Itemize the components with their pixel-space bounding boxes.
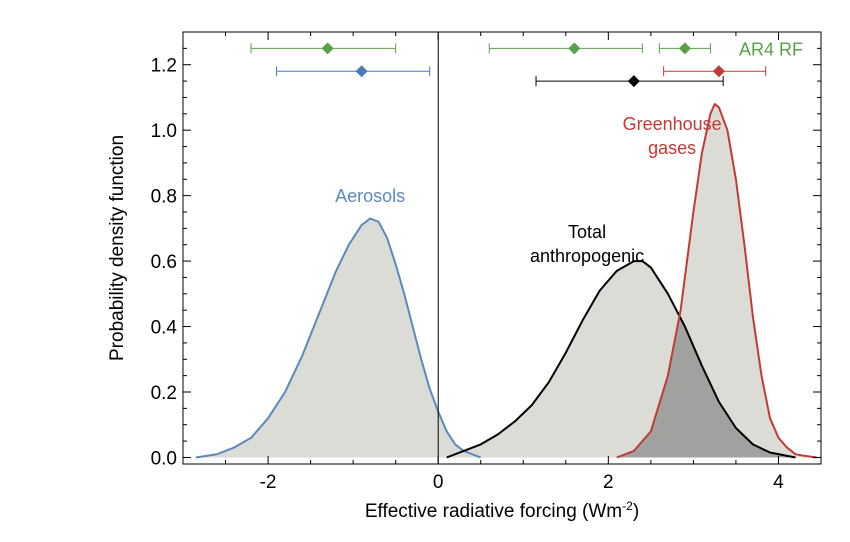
errorbar-diamond-3 <box>678 42 691 55</box>
x-tick-label: 0 <box>433 472 444 493</box>
errorbar-diamond-1 <box>355 65 368 78</box>
series-label-0: Aerosols <box>335 186 405 206</box>
overlap-fill <box>616 316 796 458</box>
labels-layer: AR4 RF Aerosols Total anthropogenic Greenhou… <box>335 39 803 266</box>
y-tick-label: 0.8 <box>151 187 177 208</box>
x-tick-label: 2 <box>603 472 614 493</box>
x-tick-label: -2 <box>260 472 277 493</box>
y-tick-label: 1.2 <box>151 56 177 77</box>
ar4-rf-label: AR4 RF <box>739 39 803 59</box>
series-label-1: anthropogenic <box>530 246 644 266</box>
plot-frame <box>182 31 822 465</box>
y-tick-label: 1.0 <box>151 121 177 142</box>
y-tick-label: 0.2 <box>151 383 177 404</box>
area-fill-0 <box>195 218 481 458</box>
series-label-2: gases <box>648 138 696 158</box>
errorbars-layer <box>250 42 767 88</box>
fills-layer <box>195 104 817 458</box>
errorbar-diamond-2 <box>568 42 581 55</box>
errorbar-diamond-5 <box>627 75 640 88</box>
area-fill-2 <box>616 104 817 458</box>
series-line-2 <box>616 103 817 459</box>
series-line-1 <box>446 260 796 459</box>
errorbar-diamond-0 <box>321 42 334 55</box>
errorbar-diamond-4 <box>712 65 725 78</box>
y-tick-label: 0.0 <box>151 448 177 469</box>
axes-layer: -2 0 2 4 0.0 0.2 0.4 0.6 0.8 1.0 1.2 <box>151 31 822 493</box>
series-line-0 <box>195 217 482 459</box>
series-label-2: Greenhouse <box>623 114 722 134</box>
lines-layer <box>195 103 817 459</box>
y-tick-label: 0.6 <box>151 252 177 273</box>
x-tick-label: 4 <box>773 472 784 493</box>
y-tick-label: 0.4 <box>151 318 178 339</box>
series-label-1: Total <box>568 222 606 242</box>
x-axis-title: Effective radiative forcing (Wm-2) <box>365 499 639 522</box>
y-axis-title: Probability density function <box>107 135 128 361</box>
